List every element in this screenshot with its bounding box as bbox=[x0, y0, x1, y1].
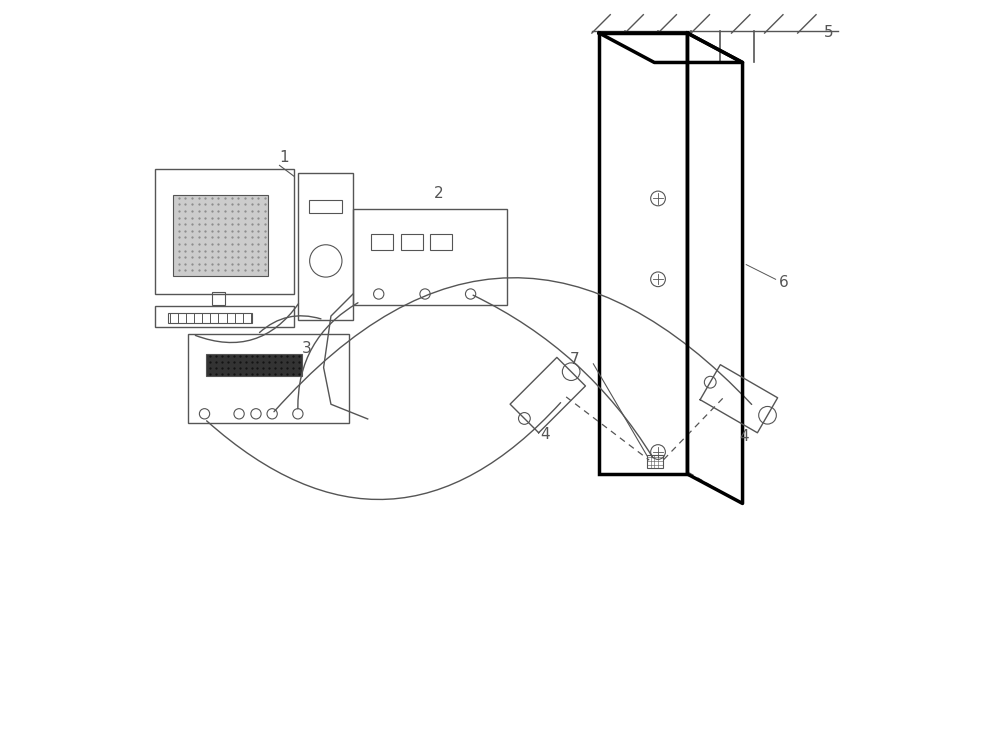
FancyArrowPatch shape bbox=[274, 278, 752, 412]
Bar bbox=[155, 169, 294, 294]
Text: 7: 7 bbox=[570, 352, 579, 367]
Bar bbox=[155, 306, 294, 327]
Bar bbox=[188, 334, 349, 423]
Text: 2: 2 bbox=[434, 187, 443, 201]
Bar bbox=[647, 455, 663, 468]
Bar bbox=[353, 209, 507, 305]
Bar bbox=[401, 234, 423, 250]
Bar bbox=[309, 200, 342, 213]
Bar bbox=[212, 292, 225, 305]
Text: 4: 4 bbox=[540, 427, 550, 442]
Bar bbox=[173, 195, 268, 276]
Text: 3: 3 bbox=[302, 341, 311, 356]
Bar bbox=[371, 234, 393, 250]
Bar bbox=[298, 173, 353, 320]
Text: 6: 6 bbox=[779, 275, 789, 290]
Text: 5: 5 bbox=[823, 25, 833, 40]
Bar bbox=[599, 33, 687, 474]
Text: 1: 1 bbox=[280, 150, 289, 165]
FancyArrowPatch shape bbox=[259, 316, 321, 332]
Bar bbox=[168, 313, 252, 323]
Bar bbox=[206, 354, 302, 376]
Bar bbox=[430, 234, 452, 250]
FancyArrowPatch shape bbox=[207, 403, 561, 500]
FancyArrowPatch shape bbox=[298, 303, 358, 409]
FancyArrowPatch shape bbox=[195, 304, 298, 343]
Text: 4: 4 bbox=[739, 429, 748, 444]
